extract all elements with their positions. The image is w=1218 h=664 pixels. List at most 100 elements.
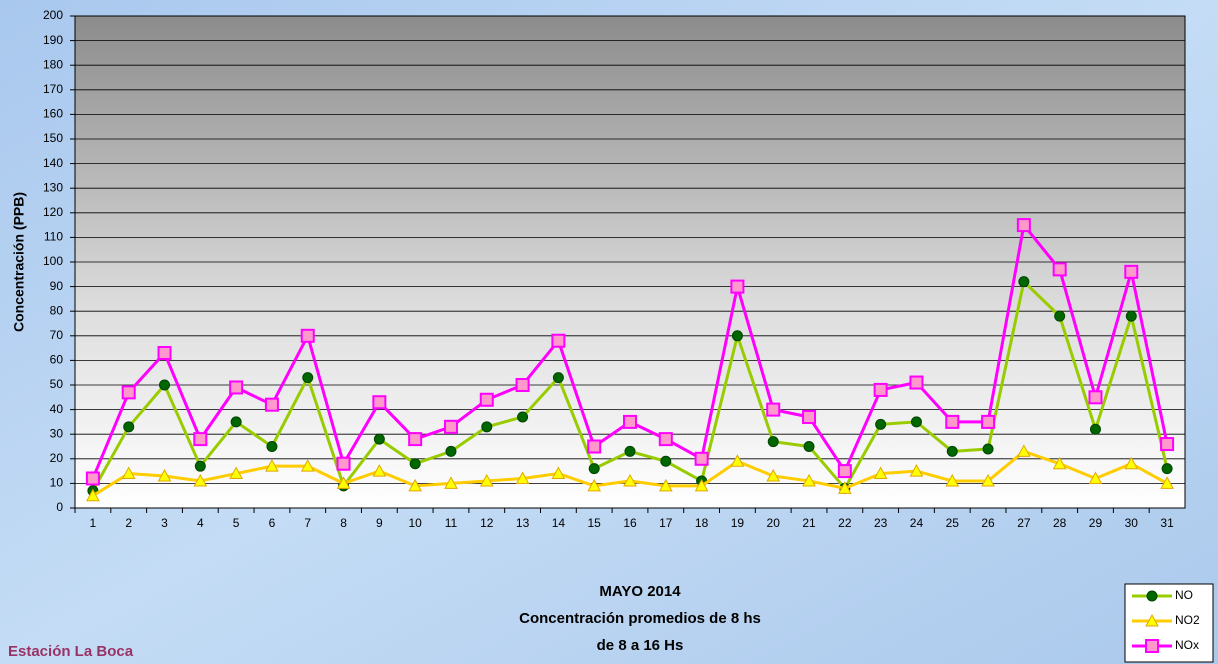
data-point bbox=[1019, 277, 1029, 287]
x-tick-label: 22 bbox=[838, 516, 852, 530]
x-tick-label: 6 bbox=[269, 516, 276, 530]
data-point bbox=[804, 442, 814, 452]
data-point bbox=[1125, 266, 1137, 278]
data-point bbox=[1055, 311, 1065, 321]
y-tick-label: 80 bbox=[50, 303, 64, 317]
data-point bbox=[589, 464, 599, 474]
x-tick-label: 13 bbox=[516, 516, 530, 530]
data-point bbox=[768, 437, 778, 447]
chart-title: de 8 a 16 Hs bbox=[597, 637, 684, 654]
data-point bbox=[911, 417, 921, 427]
x-tick-label: 11 bbox=[445, 516, 458, 530]
data-point bbox=[481, 394, 493, 406]
data-point bbox=[87, 472, 99, 484]
x-tick-label: 29 bbox=[1089, 516, 1103, 530]
x-tick-label: 1 bbox=[90, 516, 97, 530]
data-point bbox=[230, 381, 242, 393]
data-point bbox=[338, 458, 350, 470]
y-tick-label: 150 bbox=[43, 131, 63, 145]
chart-title: Concentración promedios de 8 hs bbox=[519, 610, 761, 627]
x-tick-label: 15 bbox=[588, 516, 602, 530]
legend-marker bbox=[1146, 640, 1158, 652]
x-tick-label: 2 bbox=[125, 516, 132, 530]
data-point bbox=[1126, 311, 1136, 321]
y-tick-label: 90 bbox=[50, 279, 64, 293]
data-point bbox=[552, 335, 564, 347]
x-tick-label: 16 bbox=[623, 516, 637, 530]
data-point bbox=[625, 446, 635, 456]
data-point bbox=[660, 433, 672, 445]
y-tick-label: 30 bbox=[50, 426, 64, 440]
data-point bbox=[624, 416, 636, 428]
data-point bbox=[1089, 391, 1101, 403]
x-tick-label: 31 bbox=[1160, 516, 1174, 530]
data-point bbox=[839, 465, 851, 477]
data-point bbox=[266, 399, 278, 411]
data-point bbox=[982, 416, 994, 428]
x-tick-label: 12 bbox=[480, 516, 494, 530]
data-point bbox=[1161, 438, 1173, 450]
y-tick-label: 40 bbox=[50, 402, 64, 416]
data-point bbox=[302, 330, 314, 342]
chart-title: MAYO 2014 bbox=[599, 583, 681, 600]
data-point bbox=[159, 347, 171, 359]
x-tick-label: 20 bbox=[767, 516, 781, 530]
data-point bbox=[696, 453, 708, 465]
data-point bbox=[946, 416, 958, 428]
x-tick-label: 18 bbox=[695, 516, 709, 530]
y-tick-label: 70 bbox=[50, 328, 64, 342]
data-point bbox=[374, 434, 384, 444]
y-tick-label: 120 bbox=[43, 205, 63, 219]
x-tick-label: 5 bbox=[233, 516, 240, 530]
y-tick-label: 140 bbox=[43, 156, 63, 170]
y-tick-label: 190 bbox=[43, 33, 63, 47]
y-tick-label: 0 bbox=[56, 500, 63, 514]
y-tick-label: 100 bbox=[43, 254, 63, 268]
x-tick-label: 7 bbox=[304, 516, 311, 530]
data-point bbox=[373, 396, 385, 408]
y-tick-label: 60 bbox=[50, 353, 64, 367]
data-point bbox=[803, 411, 815, 423]
data-point bbox=[160, 380, 170, 390]
data-point bbox=[1162, 464, 1172, 474]
data-point bbox=[983, 444, 993, 454]
data-point bbox=[876, 419, 886, 429]
station-label: Estación La Boca bbox=[8, 643, 134, 660]
data-point bbox=[123, 386, 135, 398]
chart: Concentración (PPB) MAYO 2014 Concentrac… bbox=[0, 0, 1218, 664]
data-point bbox=[267, 442, 277, 452]
legend-marker bbox=[1147, 591, 1157, 601]
data-point bbox=[446, 446, 456, 456]
x-tick-label: 14 bbox=[552, 516, 566, 530]
x-tick-label: 19 bbox=[731, 516, 745, 530]
data-point bbox=[124, 422, 134, 432]
y-tick-label: 170 bbox=[43, 82, 63, 96]
data-point bbox=[303, 373, 313, 383]
x-tick-label: 27 bbox=[1017, 516, 1031, 530]
x-tick-label: 26 bbox=[981, 516, 995, 530]
x-tick-label: 23 bbox=[874, 516, 888, 530]
x-tick-label: 17 bbox=[659, 516, 673, 530]
data-point bbox=[553, 373, 563, 383]
data-point bbox=[194, 433, 206, 445]
data-point bbox=[588, 441, 600, 453]
data-point bbox=[732, 331, 742, 341]
data-point bbox=[731, 281, 743, 293]
x-tick-label: 8 bbox=[340, 516, 347, 530]
x-tick-label: 25 bbox=[946, 516, 960, 530]
y-tick-label: 50 bbox=[50, 377, 64, 391]
x-tick-label: 3 bbox=[161, 516, 168, 530]
y-tick-label: 200 bbox=[43, 8, 63, 22]
legend-label: NO bbox=[1175, 588, 1193, 602]
y-tick-label: 110 bbox=[44, 230, 63, 244]
x-tick-label: 28 bbox=[1053, 516, 1067, 530]
data-point bbox=[231, 417, 241, 427]
data-point bbox=[518, 412, 528, 422]
data-point bbox=[947, 446, 957, 456]
data-point bbox=[1090, 424, 1100, 434]
y-tick-label: 20 bbox=[50, 451, 64, 465]
x-tick-label: 24 bbox=[910, 516, 924, 530]
y-tick-label: 10 bbox=[50, 476, 64, 490]
data-point bbox=[1018, 219, 1030, 231]
data-point bbox=[195, 461, 205, 471]
